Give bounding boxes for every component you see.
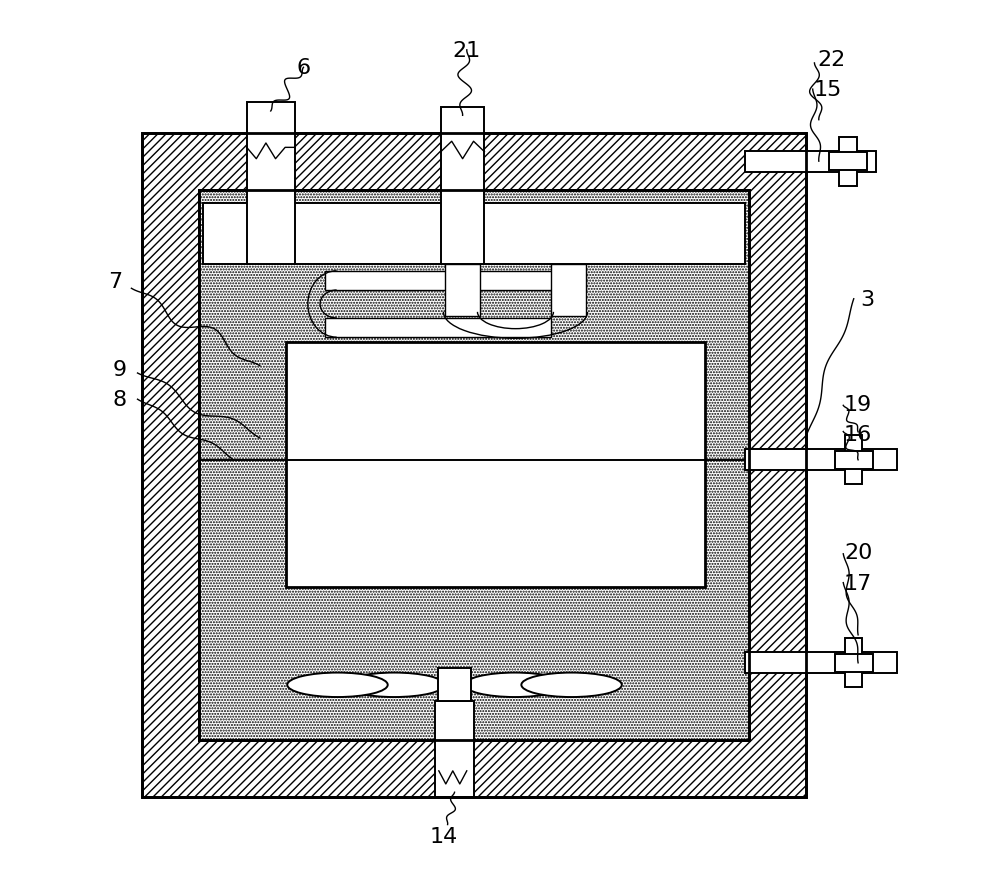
Text: 20: 20 — [844, 543, 872, 563]
Bar — [835, 654, 873, 672]
Bar — [551, 264, 586, 317]
Bar — [199, 191, 749, 740]
Bar — [745, 652, 897, 673]
Ellipse shape — [521, 673, 622, 697]
Bar — [247, 103, 295, 264]
Bar — [835, 451, 873, 469]
Bar — [839, 138, 857, 186]
Ellipse shape — [344, 673, 444, 697]
Text: 6: 6 — [296, 58, 311, 78]
Bar — [203, 204, 745, 264]
Bar — [438, 668, 471, 702]
Bar — [199, 191, 749, 740]
Bar — [745, 450, 897, 471]
Bar — [325, 271, 586, 291]
Text: 7: 7 — [109, 272, 123, 292]
Text: 19: 19 — [844, 394, 872, 414]
Bar — [445, 264, 480, 317]
Bar — [845, 638, 862, 687]
Text: 21: 21 — [453, 40, 481, 61]
Bar — [845, 435, 862, 485]
Bar — [745, 152, 876, 172]
Bar — [325, 319, 551, 338]
Bar — [435, 702, 474, 796]
Text: 8: 8 — [113, 390, 127, 410]
Text: 3: 3 — [860, 290, 874, 309]
Text: 14: 14 — [429, 826, 457, 846]
Bar — [829, 154, 867, 170]
Text: 15: 15 — [813, 80, 842, 100]
Bar — [142, 133, 806, 796]
Bar — [199, 191, 749, 740]
Bar — [441, 107, 484, 264]
Ellipse shape — [465, 673, 565, 697]
Ellipse shape — [287, 673, 388, 697]
Text: 9: 9 — [113, 359, 127, 379]
Text: 16: 16 — [844, 425, 872, 444]
Bar — [286, 343, 705, 587]
Bar — [142, 133, 806, 796]
Text: 22: 22 — [818, 49, 846, 69]
Text: 17: 17 — [844, 573, 872, 593]
